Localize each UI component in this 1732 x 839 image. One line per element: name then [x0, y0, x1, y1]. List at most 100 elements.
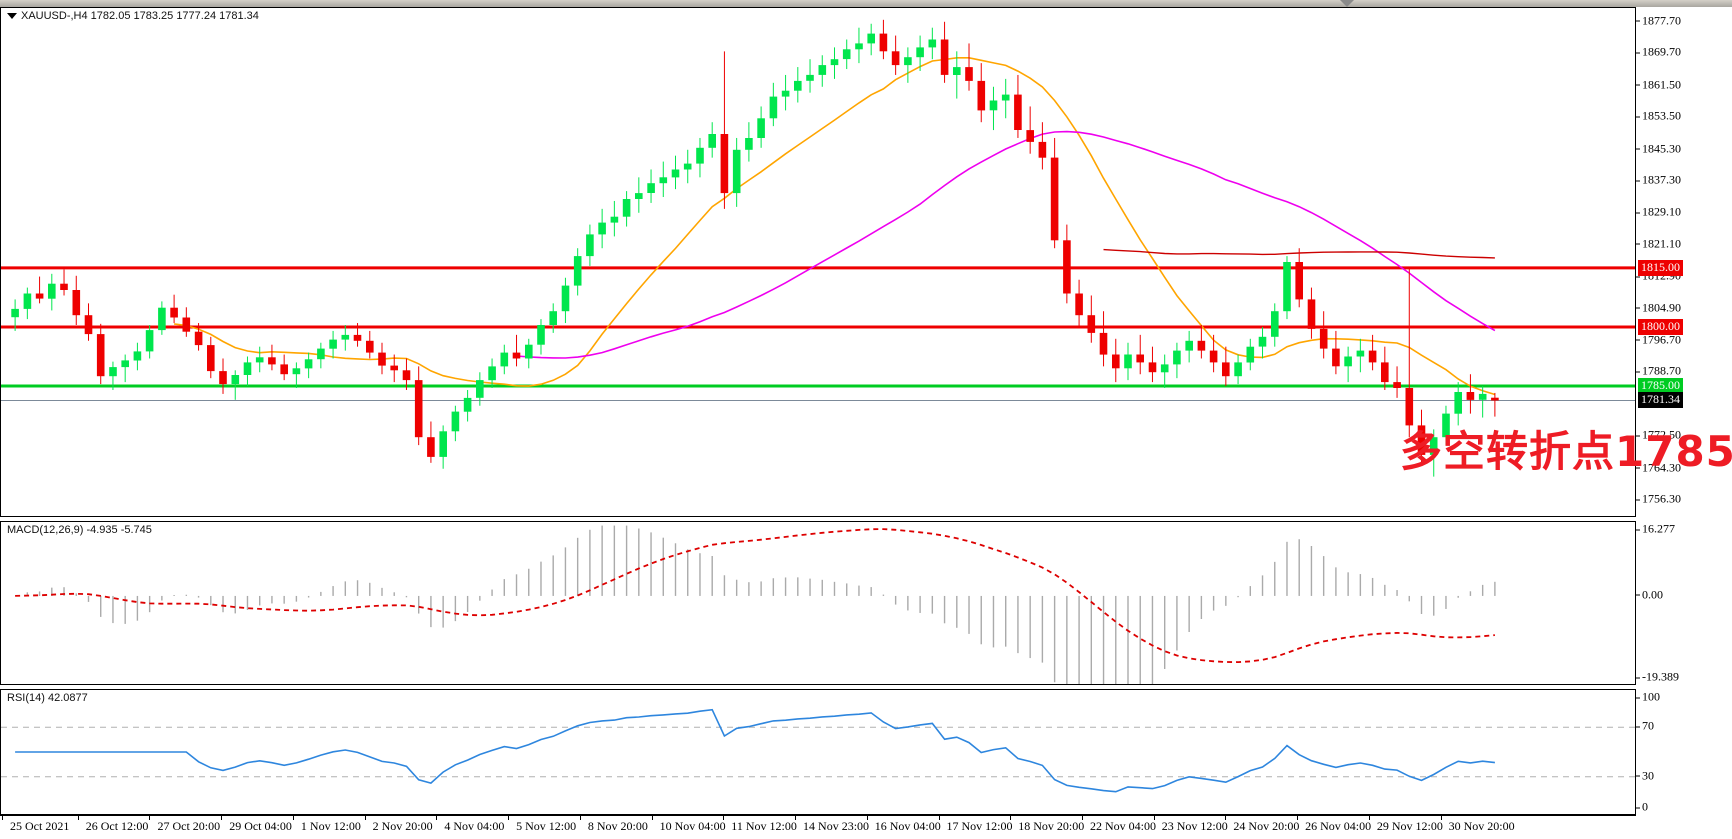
candle-body [170, 307, 178, 318]
candle-body [1429, 437, 1438, 455]
candle-body [635, 193, 643, 199]
candle-body [1075, 293, 1083, 316]
collapse-caret-icon[interactable] [7, 13, 17, 20]
rsi-panel[interactable]: RSI(14) 42.0877 [0, 689, 1636, 815]
candle-body [463, 397, 472, 412]
time-axis-label: 5 Nov 12:00 [508, 815, 577, 833]
candle-body [1222, 362, 1230, 377]
candle-body [341, 334, 350, 340]
candle-body [96, 334, 105, 377]
candle-body [1271, 311, 1279, 337]
candle-body [965, 67, 973, 81]
candle-body [512, 352, 521, 359]
price-axis-tick: 1772.50 [1636, 427, 1681, 442]
candle-body [145, 330, 154, 352]
price-panel[interactable]: XAUUSD-,H4 1782.05 1783.25 1777.24 1781.… [0, 7, 1636, 517]
price-panel-label: XAUUSD-,H4 1782.05 1783.25 1777.24 1781.… [7, 10, 259, 22]
candle-body [121, 360, 129, 368]
candle-body [1295, 262, 1303, 300]
rsi-plot-area[interactable] [1, 690, 1635, 814]
macd-chart-svg [15, 525, 1496, 684]
time-axis-label: 1 Nov 12:00 [292, 815, 361, 833]
candle-body [109, 367, 117, 377]
candle-body [891, 51, 900, 66]
time-axis-label: 14 Nov 23:00 [795, 815, 870, 833]
price-axis-tick: 1821.10 [1636, 236, 1681, 251]
candle-body [1442, 413, 1450, 438]
rsi-axis-tick: 100 [1636, 689, 1660, 704]
time-axis-label: 8 Nov 20:00 [579, 815, 648, 833]
price-value-axis[interactable]: 1877.70 1869.70 1861.50 1853.50 1845.30 1837.… [1636, 7, 1732, 517]
price-axis-tick: 1764.30 [1636, 460, 1681, 475]
candle-body [586, 234, 594, 257]
candle-body [304, 359, 313, 369]
price-axis-tick: 1837.30 [1636, 172, 1681, 187]
candle-body [1307, 299, 1316, 329]
candle-body [48, 283, 56, 299]
rsi-axis-tick: 0 [1636, 799, 1648, 814]
candle-body [1038, 141, 1047, 158]
rsi-axis-tick: 70 [1636, 718, 1654, 733]
candle-body [1050, 157, 1059, 241]
candle-body [317, 348, 325, 360]
candle-body [1148, 362, 1157, 373]
candle-body [867, 33, 875, 44]
price-axis-highlight: 1781.34 [1638, 392, 1683, 409]
candle-body [194, 331, 203, 346]
macd-plot-area[interactable] [1, 522, 1635, 684]
candle-body [1124, 354, 1132, 369]
candle-body [1381, 362, 1389, 383]
candle-body [610, 216, 619, 223]
price-plot-area[interactable] [1, 8, 1635, 516]
macd-value-axis[interactable]: 16.277 0.00 -19.389 [1636, 521, 1732, 685]
candle-body [1478, 393, 1487, 400]
time-axis-label: 10 Nov 04:00 [651, 815, 726, 833]
candle-body [1393, 382, 1401, 388]
candle-body [11, 308, 19, 318]
candle-body [1246, 346, 1255, 363]
time-axis[interactable]: 25 Oct 2021 26 Oct 12:00 27 Oct 20:00 29 Oc… [0, 815, 1636, 839]
candle-body [72, 290, 81, 316]
price-axis-tick: 1853.50 [1636, 108, 1681, 123]
candle-body [414, 380, 423, 438]
candle-body [842, 49, 851, 60]
candle-body [219, 371, 227, 385]
candle-body [1209, 350, 1218, 363]
candle-body [1160, 364, 1169, 373]
price-axis-tick: 1861.50 [1636, 77, 1681, 92]
candle-body [476, 380, 484, 398]
candle-body [1001, 94, 1010, 101]
candle-body [1173, 350, 1181, 365]
candle-body [1344, 356, 1352, 367]
time-axis-label: 16 Nov 04:00 [866, 815, 941, 833]
candle-body [561, 285, 570, 312]
macd-panel[interactable]: MACD(12,26,9) -4.935 -5.745 [0, 521, 1636, 685]
candle-body [1026, 130, 1034, 142]
candle-body [671, 169, 680, 178]
candle-body [231, 375, 240, 385]
candle-body [683, 163, 692, 170]
candle-body [1368, 350, 1377, 363]
candle-body [488, 366, 496, 381]
candle-body [573, 256, 582, 286]
candle-body [953, 67, 961, 75]
candle-body [696, 147, 704, 164]
candle-body [23, 293, 32, 309]
macd-axis-tick: 0.00 [1636, 587, 1663, 602]
candle-body [1283, 262, 1291, 312]
candle-body [928, 39, 937, 48]
price-axis-tick: 1804.90 [1636, 300, 1681, 315]
candle-body [977, 80, 986, 111]
candle-body [353, 334, 362, 341]
candle-body [402, 370, 411, 381]
price-axis-tick: 1788.70 [1636, 363, 1681, 378]
candle-body [794, 80, 802, 91]
candle-body [1087, 315, 1096, 333]
rsi-value-axis[interactable]: 100 70 30 0 [1636, 689, 1732, 815]
annotation-text: 多空转折点1785 [1400, 427, 1732, 476]
candle-body [757, 118, 765, 138]
chart-caret-icon[interactable] [1340, 0, 1354, 7]
candle-body [243, 362, 252, 375]
candle-body [1332, 348, 1340, 367]
candle-body [1136, 354, 1144, 363]
